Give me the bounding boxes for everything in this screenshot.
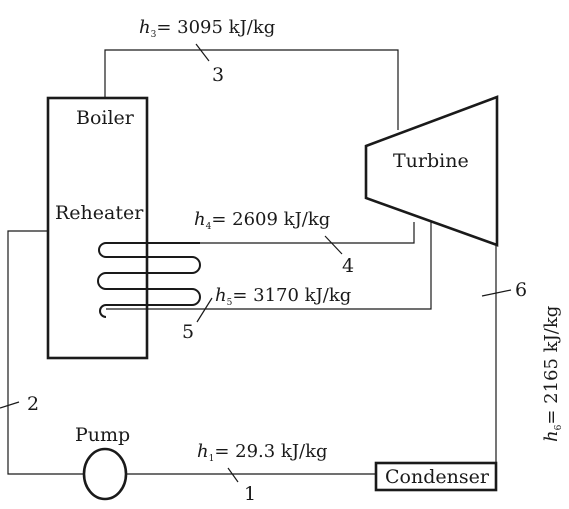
state-1-number: 1 <box>244 483 256 505</box>
state-6-tick <box>481 289 512 297</box>
pipe-boiler-to-turbine <box>104 49 399 130</box>
state-4-tick <box>324 235 343 255</box>
state-5-tick <box>196 297 213 323</box>
boiler-box <box>46 96 149 360</box>
state-1-symbol: h <box>197 441 209 462</box>
pipe-turbine-to-reheater <box>200 222 415 244</box>
state-3-value: = 3095 kJ/kg <box>156 17 275 38</box>
state-3-tick <box>195 43 210 62</box>
pipe-reheater-to-turbine <box>106 221 432 310</box>
state-1-enthalpy: h1= 29.3 kJ/kg <box>197 441 328 464</box>
state-5-enthalpy: h5= 3170 kJ/kg <box>215 285 351 308</box>
state-4-sub: 4 <box>206 222 212 232</box>
state-5-number: 5 <box>182 321 194 343</box>
state-5-value: = 3170 kJ/kg <box>232 285 351 306</box>
state-6-number: 6 <box>515 279 527 301</box>
condenser-label: Condenser <box>385 466 490 488</box>
state-1-value: = 29.3 kJ/kg <box>214 441 327 462</box>
state-4-symbol: h <box>194 209 206 230</box>
state-6-symbol: h <box>541 430 562 442</box>
state-3-enthalpy: h3= 3095 kJ/kg <box>139 17 275 40</box>
state-6-sub: 6 <box>554 424 564 430</box>
pump-label: Pump <box>75 424 130 446</box>
reheater-coil <box>97 242 201 318</box>
pump-circle <box>82 447 128 501</box>
state-3-number: 3 <box>212 64 224 86</box>
state-5-symbol: h <box>215 285 227 306</box>
state-2-tick <box>0 401 20 409</box>
condenser-box <box>374 461 498 492</box>
state-4-value: = 2609 kJ/kg <box>211 209 330 230</box>
state-1-sub: 1 <box>209 454 215 464</box>
state-5-sub: 5 <box>227 298 233 308</box>
state-3-sub: 3 <box>151 30 157 40</box>
state-6-value: = 2165 kJ/kg <box>541 306 562 425</box>
state-2-number: 2 <box>27 393 39 415</box>
state-4-number: 4 <box>342 255 354 277</box>
state-6-enthalpy: h6= 2165 kJ/kg <box>541 306 564 442</box>
turbine-label: Turbine <box>393 150 469 172</box>
state-3-symbol: h <box>139 17 151 38</box>
reheater-label: Reheater <box>55 202 144 224</box>
pipe-pump-to-boiler <box>7 230 84 475</box>
turbine-shape <box>364 95 499 247</box>
state-1-tick <box>227 467 239 483</box>
boiler-label: Boiler <box>76 107 135 129</box>
state-4-enthalpy: h4= 2609 kJ/kg <box>194 209 330 232</box>
